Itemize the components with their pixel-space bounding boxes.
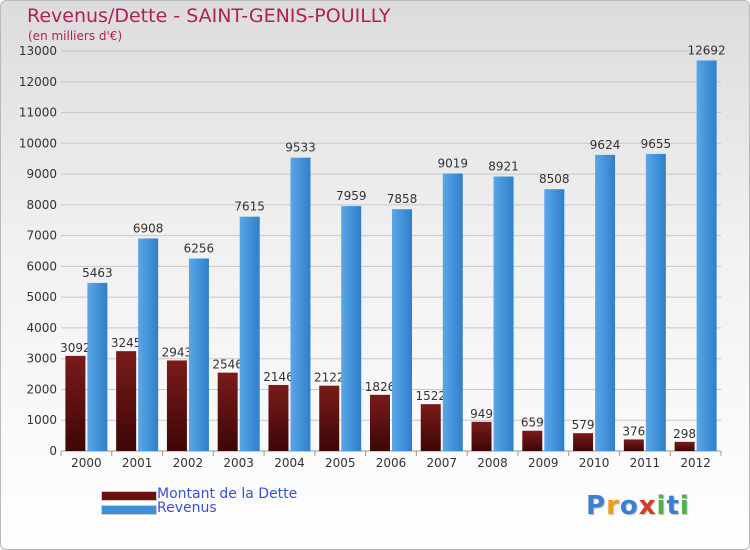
data-label-dette: 376: [622, 424, 645, 438]
data-label-revenus: 6256: [184, 242, 215, 256]
logo-letter: i: [656, 491, 667, 521]
bar-dette: [573, 433, 594, 451]
data-label-dette: 579: [572, 418, 595, 432]
data-label-dette: 2943: [162, 345, 193, 359]
data-label-dette: 3092: [60, 341, 91, 355]
data-label-dette: 659: [521, 416, 544, 430]
x-tick-label: 2000: [71, 456, 102, 470]
data-label-revenus: 7959: [336, 189, 367, 203]
x-tick-label: 2001: [122, 456, 153, 470]
bar-revenus: [595, 154, 616, 451]
bar-dette: [420, 404, 441, 451]
y-tick-label: 4000: [26, 321, 57, 335]
bar-dette: [217, 372, 238, 451]
data-label-dette: 2546: [212, 358, 243, 372]
logo-letter: P: [586, 491, 607, 521]
y-tick-label: 12000: [19, 75, 57, 89]
chart-subtitle: (en milliers d'€): [28, 29, 123, 43]
data-label-revenus: 12692: [688, 43, 726, 57]
data-label-revenus: 8508: [539, 172, 570, 186]
data-label-dette: 2122: [314, 371, 345, 385]
bar-revenus: [696, 60, 717, 451]
x-tick-label: 2003: [223, 456, 254, 470]
logo-letter: t: [666, 491, 680, 521]
bar-revenus: [239, 216, 260, 451]
proxiti-logo: Proxiti: [586, 491, 690, 521]
data-label-revenus: 8921: [488, 160, 519, 174]
data-label-revenus: 7858: [387, 192, 418, 206]
y-tick-label: 5000: [26, 290, 57, 304]
bar-dette: [674, 441, 695, 451]
bar-dette: [370, 394, 390, 451]
data-label-revenus: 9655: [641, 137, 672, 151]
logo-letter: i: [679, 491, 690, 521]
y-tick-label: 13000: [19, 44, 57, 58]
x-tick-label: 2010: [579, 456, 610, 470]
y-tick-label: 11000: [19, 106, 57, 120]
legend-label-dette: Montant de la Dette: [157, 486, 298, 502]
logo-letter: r: [606, 491, 620, 521]
y-tick-label: 2000: [26, 382, 57, 396]
x-tick-label: 2005: [325, 456, 356, 470]
x-tick-label: 2012: [680, 456, 711, 470]
data-label-dette: 1522: [415, 389, 446, 403]
bar-revenus: [392, 209, 412, 451]
y-tick-label: 9000: [26, 167, 57, 181]
chart-title: Revenus/Dette - SAINT-GENIS-POUILLY: [27, 5, 391, 27]
data-label-revenus: 9019: [437, 156, 468, 170]
data-label-dette: 949: [470, 407, 493, 421]
bar-dette: [116, 351, 137, 451]
data-label-revenus: 9533: [285, 141, 316, 155]
bar-dette: [522, 430, 543, 451]
bar-revenus: [188, 258, 209, 451]
y-tick-label: 1000: [26, 413, 57, 427]
x-tick-label: 2002: [173, 456, 204, 470]
bar-revenus: [544, 189, 565, 451]
bar-revenus: [290, 157, 311, 451]
data-label-revenus: 7615: [234, 200, 265, 214]
data-label-dette: 298: [673, 427, 696, 441]
legend-swatch-revenus: [101, 505, 157, 515]
data-label-revenus: 9624: [590, 138, 621, 152]
bar-dette: [319, 385, 340, 451]
bar-revenus: [493, 176, 514, 451]
bar-dette: [65, 355, 86, 451]
bar-dette: [268, 384, 289, 451]
bar-revenus: [341, 206, 362, 451]
bar-revenus: [87, 282, 108, 451]
y-tick-label: 3000: [26, 352, 57, 366]
x-tick-label: 2006: [376, 456, 407, 470]
x-tick-label: 2009: [528, 456, 559, 470]
y-tick-label: 0: [49, 444, 57, 458]
bar-revenus: [442, 173, 463, 451]
bar-revenus: [138, 238, 159, 451]
data-label-revenus: 6908: [133, 221, 164, 235]
data-label-dette: 3245: [111, 336, 142, 350]
bar-dette: [623, 439, 644, 451]
data-label-dette: 1826: [365, 380, 396, 394]
y-tick-label: 7000: [26, 229, 57, 243]
y-tick-label: 8000: [26, 198, 57, 212]
x-tick-label: 2007: [426, 456, 457, 470]
x-tick-label: 2004: [274, 456, 305, 470]
y-tick-label: 6000: [26, 259, 57, 273]
logo-letter: o: [619, 491, 639, 521]
bar-revenus: [645, 153, 666, 451]
bar-dette: [166, 360, 187, 451]
x-tick-label: 2011: [630, 456, 661, 470]
x-tick-label: 2008: [477, 456, 508, 470]
legend-swatch-dette: [101, 491, 157, 501]
data-label-dette: 2146: [263, 370, 294, 384]
data-label-revenus: 5463: [82, 266, 113, 280]
logo-letter: x: [638, 491, 657, 521]
y-tick-label: 10000: [19, 136, 57, 150]
legend-label-revenus: Revenus: [157, 500, 217, 516]
bar-dette: [471, 421, 492, 451]
